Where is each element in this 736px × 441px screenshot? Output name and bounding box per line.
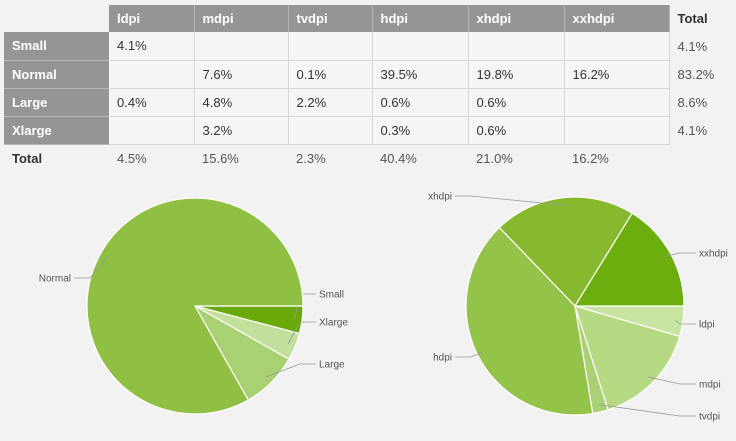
footer-cell: 21.0% xyxy=(476,150,513,166)
footer-cell: 16.2% xyxy=(572,150,609,166)
table-row: Xlarge 3.2% 0.3% 0.6% 4.1% xyxy=(4,116,727,145)
row-total: 4.1% xyxy=(677,38,708,54)
table-cell: 0.6% xyxy=(372,88,469,117)
table-cell: 19.8% xyxy=(468,60,565,89)
slice-label-xhdpi: xhdpi xyxy=(428,192,452,203)
leader-line-xlarge xyxy=(287,321,316,345)
pie-slice-mdpi xyxy=(574,305,681,411)
leader-line-mdpi xyxy=(647,376,696,385)
table-cell xyxy=(288,116,373,145)
column-header: mdpi xyxy=(194,5,289,32)
table-cell xyxy=(372,32,469,61)
table-cell: 0.3% xyxy=(372,116,469,145)
column-header: xxhdpi xyxy=(564,5,670,32)
row-header: Xlarge xyxy=(4,116,109,145)
footer-cell: 2.3% xyxy=(296,150,326,166)
pie-slice-hdpi xyxy=(465,226,594,416)
row-total: 8.6% xyxy=(677,94,708,110)
leader-line-ldpi xyxy=(675,319,696,325)
table-cell xyxy=(109,116,195,145)
slice-label-normal: Normal xyxy=(39,274,71,285)
column-header: xhdpi xyxy=(468,5,565,32)
table-cell xyxy=(564,88,670,117)
column-header: tvdpi xyxy=(288,5,373,32)
row-header: Normal xyxy=(4,60,109,89)
slice-label-ldpi: ldpi xyxy=(699,320,715,331)
footer-row-label: Total xyxy=(12,150,43,166)
total-column-header: Total xyxy=(677,11,708,26)
leader-line-hdpi xyxy=(455,351,485,358)
slice-label-large: Large xyxy=(319,360,345,371)
table-cell xyxy=(564,32,670,61)
row-header: Large xyxy=(4,88,109,117)
table-cell: 4.1% xyxy=(109,32,195,61)
slice-label-xxhdpi: xxhdpi xyxy=(699,249,728,260)
row-header: Small xyxy=(4,32,109,61)
table-cell: 7.6% xyxy=(194,60,289,89)
leader-line-normal xyxy=(74,255,109,279)
leader-line-tvdpi xyxy=(598,404,696,417)
row-total: 4.1% xyxy=(677,122,708,138)
table-row: Normal 7.6% 0.1% 39.5% 19.8% 16.2% 83.2% xyxy=(4,60,727,89)
leader-line-large xyxy=(265,363,316,378)
distribution-table: ldpi mdpi tvdpi hdpi xhdpi xxhdpi Total … xyxy=(4,5,727,172)
table-cell xyxy=(109,60,195,89)
table-cell: 39.5% xyxy=(372,60,469,89)
leader-line-xxhdpi xyxy=(663,252,696,257)
table-cell: 16.2% xyxy=(564,60,670,89)
table-cell: 0.6% xyxy=(468,116,565,145)
table-cell xyxy=(288,32,373,61)
pie-slice-normal xyxy=(86,197,304,415)
table-cell xyxy=(564,116,670,145)
table-cell: 4.8% xyxy=(194,88,289,117)
footer-cell: 40.4% xyxy=(380,150,417,166)
pie-slice-xxhdpi xyxy=(573,212,685,307)
footer-cell: 15.6% xyxy=(202,150,239,166)
table-cell: 0.1% xyxy=(288,60,373,89)
table-row: Small 4.1% 4.1% xyxy=(4,32,727,61)
table-cell xyxy=(194,32,289,61)
slice-label-xlarge: Xlarge xyxy=(319,318,348,329)
table-row: Large 0.4% 4.8% 2.2% 0.6% 0.6% 8.6% xyxy=(4,88,727,117)
table-cell: 3.2% xyxy=(194,116,289,145)
column-header: ldpi xyxy=(109,5,195,32)
footer-cell: 4.5% xyxy=(117,150,147,166)
header-row: ldpi mdpi tvdpi hdpi xhdpi xxhdpi Total xyxy=(4,5,727,32)
slice-label-tvdpi: tvdpi xyxy=(699,412,720,423)
row-total: 83.2% xyxy=(677,66,715,82)
table-cell xyxy=(468,32,565,61)
slice-label-small: Small xyxy=(319,290,344,301)
column-header: hdpi xyxy=(372,5,469,32)
table-cell: 0.4% xyxy=(109,88,195,117)
slice-label-hdpi: hdpi xyxy=(433,353,452,364)
leader-line-xhdpi xyxy=(455,195,565,206)
footer-row: Total 4.5% 15.6% 2.3% 40.4% 21.0% 16.2% xyxy=(4,144,727,172)
pie-slice-xhdpi xyxy=(498,196,634,307)
table-cell: 2.2% xyxy=(288,88,373,117)
table-cell: 0.6% xyxy=(468,88,565,117)
slice-label-mdpi: mdpi xyxy=(699,380,721,391)
